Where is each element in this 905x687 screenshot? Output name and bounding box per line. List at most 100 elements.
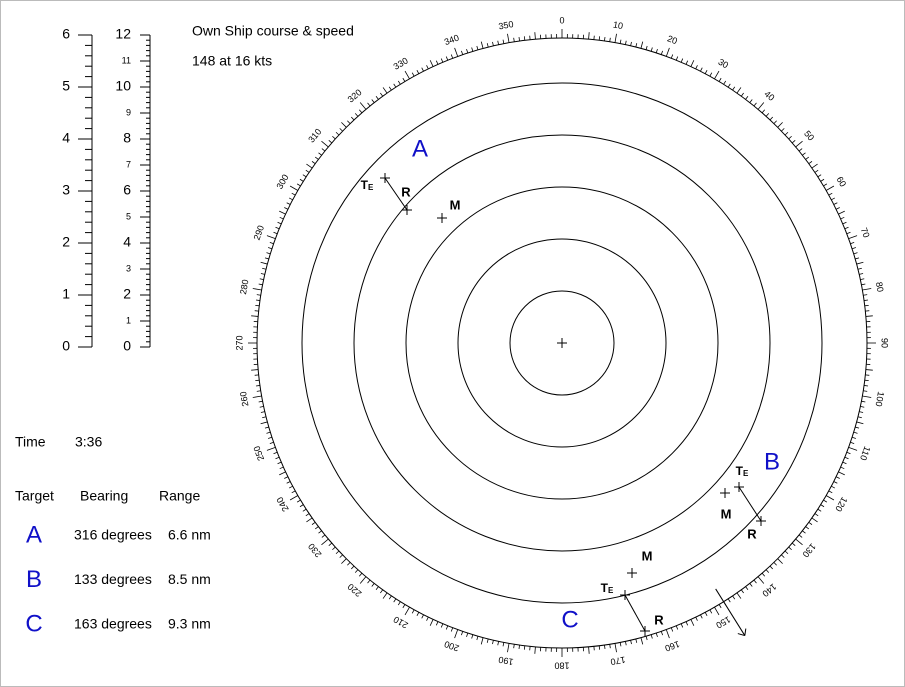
line	[421, 67, 424, 72]
line	[855, 257, 860, 260]
line	[273, 451, 278, 455]
line	[825, 185, 835, 191]
scale-label: 0	[62, 338, 70, 354]
line	[358, 109, 363, 114]
line	[791, 139, 796, 144]
line	[332, 135, 336, 140]
line	[480, 41, 484, 49]
range-ring	[405, 186, 719, 500]
line	[630, 41, 632, 46]
line	[704, 69, 708, 74]
line	[823, 499, 828, 503]
line	[259, 278, 264, 280]
line	[513, 644, 515, 649]
line	[853, 252, 858, 255]
line	[609, 37, 611, 42]
line	[471, 47, 474, 52]
line	[727, 83, 731, 88]
line	[738, 486, 762, 522]
line	[609, 644, 611, 649]
line	[685, 60, 689, 65]
bearing-label: 200	[443, 639, 461, 654]
line	[311, 161, 316, 165]
line	[266, 446, 276, 451]
line	[258, 283, 263, 286]
line	[306, 163, 313, 169]
line	[264, 257, 269, 260]
header-value: 148 at 16 kts	[192, 53, 272, 69]
scale-label: 5	[62, 78, 70, 94]
time-label: Time	[15, 434, 46, 450]
line	[675, 625, 679, 630]
line	[862, 288, 872, 291]
line	[466, 632, 469, 638]
line	[393, 83, 397, 88]
line	[260, 421, 268, 425]
line	[727, 598, 731, 603]
line	[650, 634, 653, 639]
line	[262, 267, 267, 270]
scale-label: 4	[123, 234, 131, 250]
line	[397, 80, 401, 85]
line	[299, 504, 304, 508]
table-header: Bearing	[80, 488, 128, 504]
line	[788, 135, 792, 140]
line	[476, 636, 479, 641]
line	[291, 490, 296, 494]
line	[328, 139, 333, 144]
line	[321, 538, 329, 546]
line	[384, 177, 408, 211]
line	[341, 122, 347, 128]
line	[471, 634, 474, 639]
line	[828, 490, 833, 494]
line	[808, 521, 813, 525]
te-main: T	[361, 178, 369, 192]
line	[857, 267, 862, 270]
line	[354, 569, 359, 573]
line	[791, 542, 796, 547]
line	[440, 58, 444, 63]
bearing-label: 60	[835, 175, 849, 189]
line	[497, 40, 499, 45]
line	[262, 416, 267, 419]
line	[855, 426, 860, 429]
line	[296, 183, 301, 187]
bearing-label: 0	[559, 15, 564, 25]
line	[835, 207, 840, 210]
line	[736, 592, 742, 599]
scale-label: 6	[62, 26, 70, 42]
target-label: A	[412, 135, 428, 162]
line	[840, 466, 845, 470]
line	[429, 60, 434, 67]
line	[318, 152, 322, 156]
line	[260, 261, 268, 265]
bearing-label: 250	[252, 445, 267, 463]
line	[798, 534, 803, 538]
line	[302, 174, 307, 178]
line	[619, 642, 622, 647]
line	[625, 641, 627, 646]
line	[279, 216, 284, 220]
target-letter: A	[26, 521, 42, 548]
line	[402, 77, 406, 82]
line	[840, 216, 845, 220]
line	[251, 369, 259, 371]
m-label: M	[721, 506, 732, 521]
line	[805, 526, 810, 530]
line	[740, 589, 744, 594]
line	[781, 128, 785, 132]
line	[784, 131, 789, 136]
scale-label: 8	[123, 130, 131, 146]
line	[402, 604, 406, 609]
line	[838, 471, 845, 476]
bearing-label: 80	[874, 281, 886, 293]
line	[492, 41, 494, 46]
line	[859, 411, 864, 413]
line	[715, 588, 746, 636]
time-value: 3:36	[75, 434, 102, 450]
target-letter: B	[26, 566, 42, 593]
line	[375, 95, 379, 100]
line	[749, 99, 753, 103]
line	[492, 640, 494, 645]
line	[761, 109, 766, 114]
